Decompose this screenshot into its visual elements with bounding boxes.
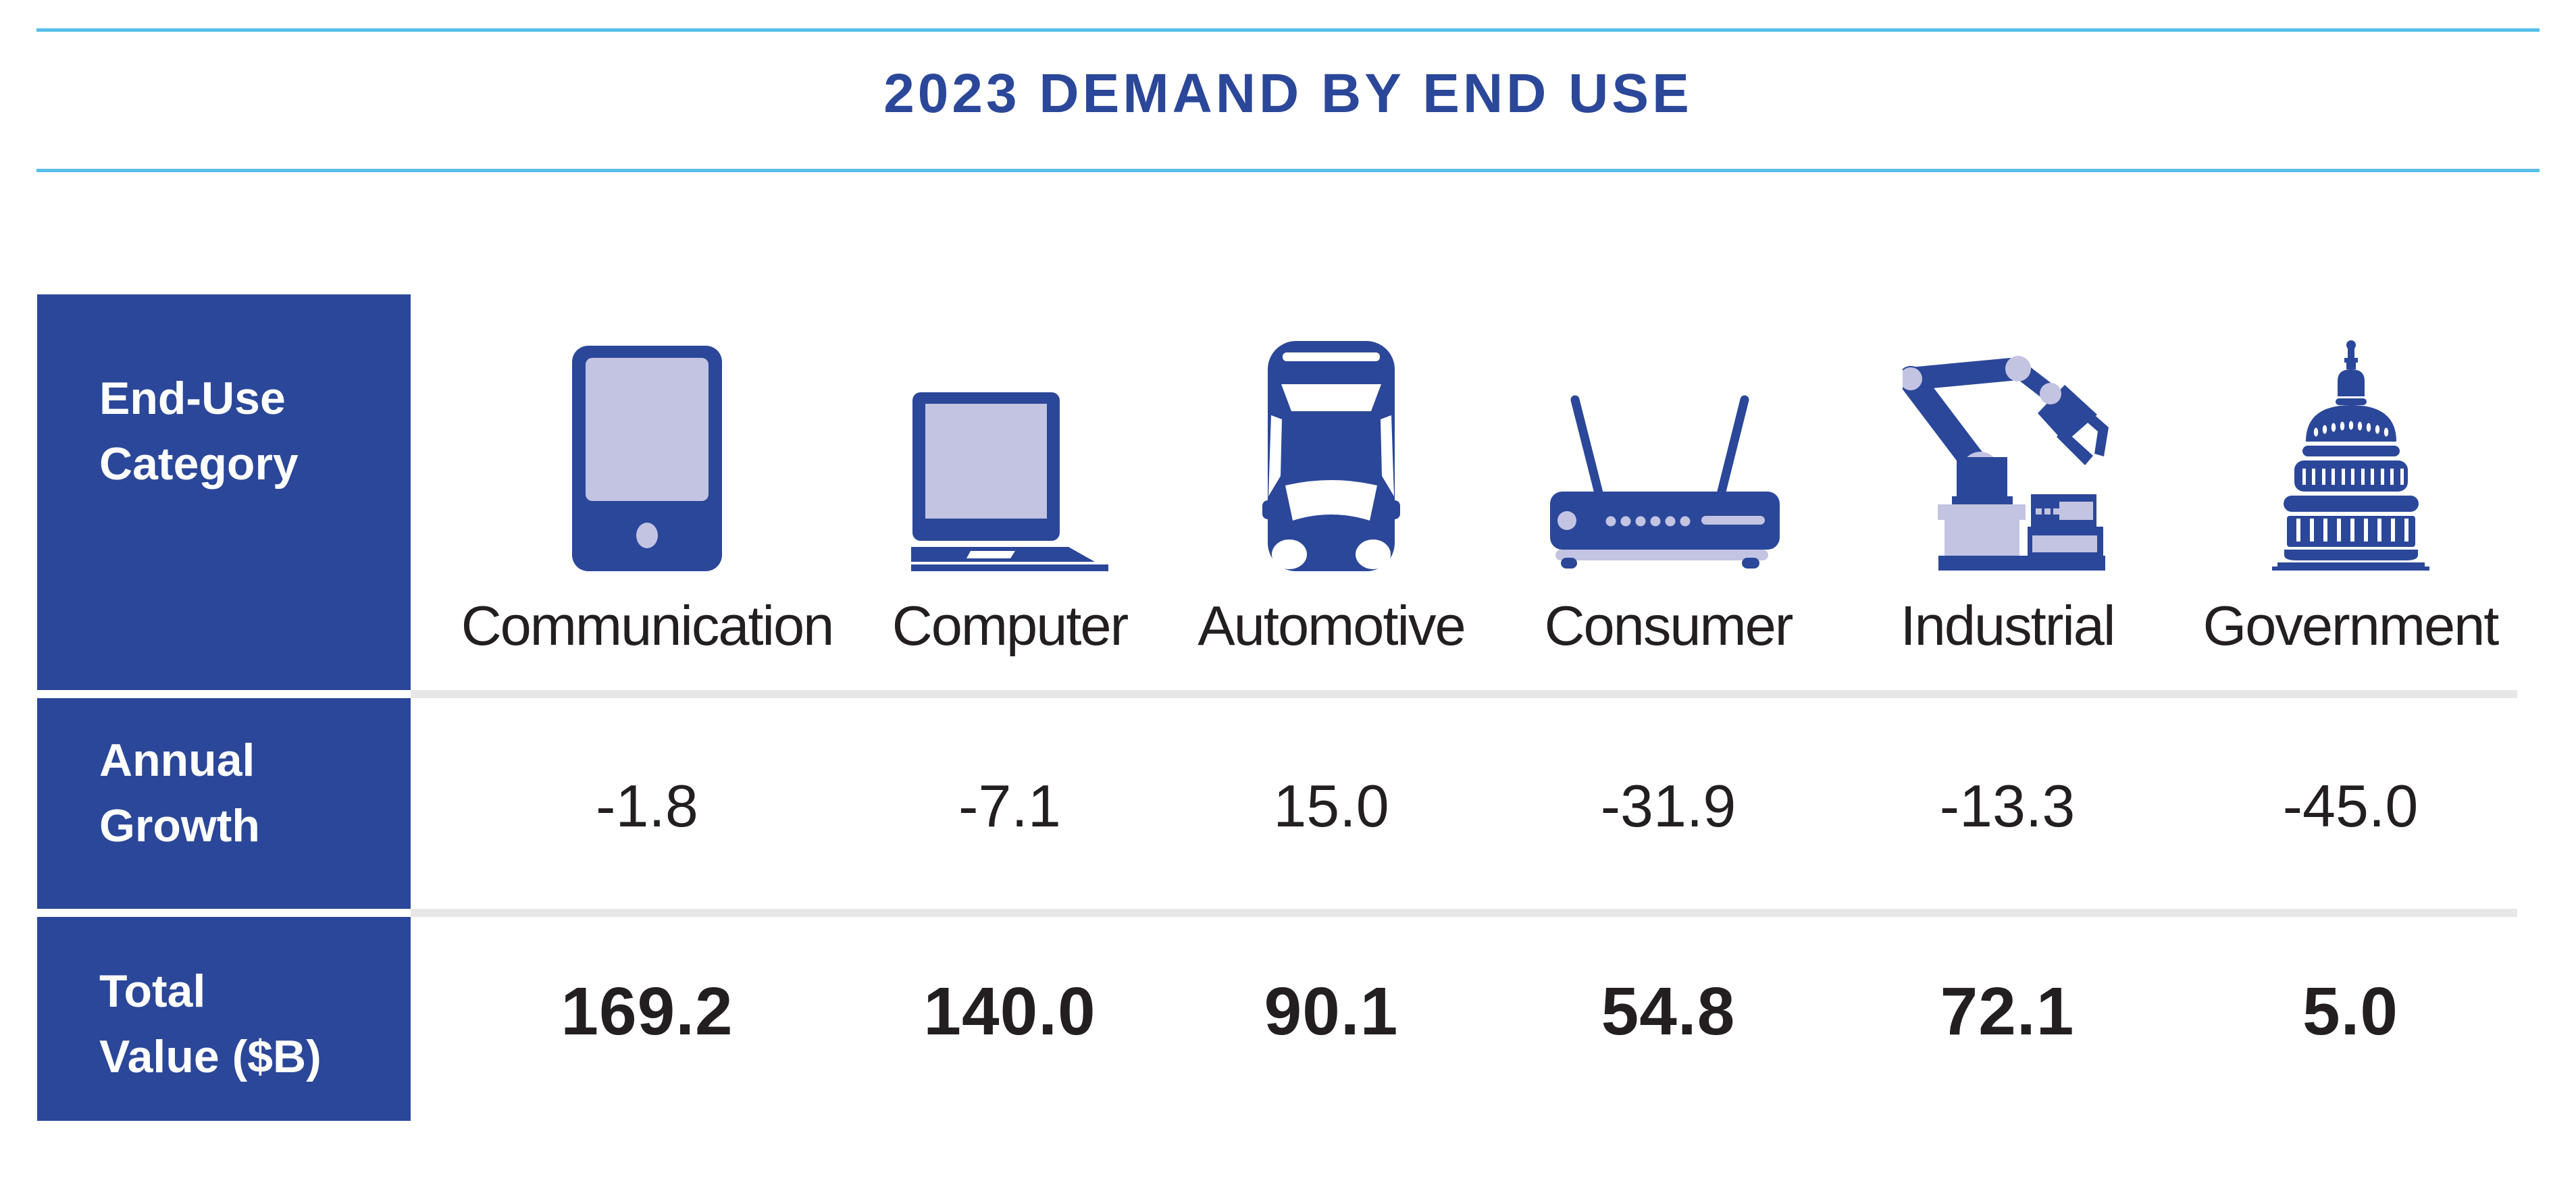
annual-growth-value: -1.8 bbox=[596, 772, 698, 839]
total-value: 72.1 bbox=[1940, 974, 2075, 1049]
total-value: 54.8 bbox=[1601, 974, 1736, 1049]
total-value: 169.2 bbox=[561, 974, 733, 1049]
total-value: 140.0 bbox=[923, 974, 1096, 1049]
tablet-icon bbox=[572, 346, 722, 571]
annual-growth-value: -13.3 bbox=[1939, 772, 2076, 839]
robot-arm-icon bbox=[1903, 356, 2109, 571]
total-value: 5.0 bbox=[2302, 974, 2399, 1049]
capitol-icon bbox=[2271, 340, 2429, 571]
page-title: 2023 DEMAND BY END USE bbox=[883, 63, 1693, 124]
laptop-icon bbox=[911, 392, 1108, 571]
column-label: Consumer bbox=[1544, 594, 1794, 657]
title-rule-top bbox=[36, 28, 2540, 32]
row-divider-2 bbox=[411, 909, 2517, 917]
annual-growth-value: -31.9 bbox=[1600, 772, 1736, 839]
annual-growth-value: -45.0 bbox=[2282, 772, 2419, 839]
title-rule-bottom bbox=[36, 169, 2540, 172]
annual-growth-value: 15.0 bbox=[1273, 772, 1389, 839]
car-icon bbox=[1262, 341, 1400, 571]
column-label: Automotive bbox=[1197, 594, 1466, 657]
row-header-category: End-Use Category bbox=[37, 294, 411, 690]
total-value: 90.1 bbox=[1264, 974, 1399, 1049]
column-label: Computer bbox=[892, 594, 1129, 657]
row-header-total-value: Total Value ($B) bbox=[37, 917, 411, 1121]
column-label: Government bbox=[2203, 594, 2500, 657]
row-divider-1 bbox=[411, 690, 2517, 698]
column-label: Communication bbox=[461, 594, 835, 657]
annual-growth-value: -7.1 bbox=[958, 772, 1061, 839]
column-label: Industrial bbox=[1900, 594, 2116, 657]
row-header-annual-growth: Annual Growth bbox=[37, 698, 411, 909]
router-icon bbox=[1550, 395, 1780, 569]
